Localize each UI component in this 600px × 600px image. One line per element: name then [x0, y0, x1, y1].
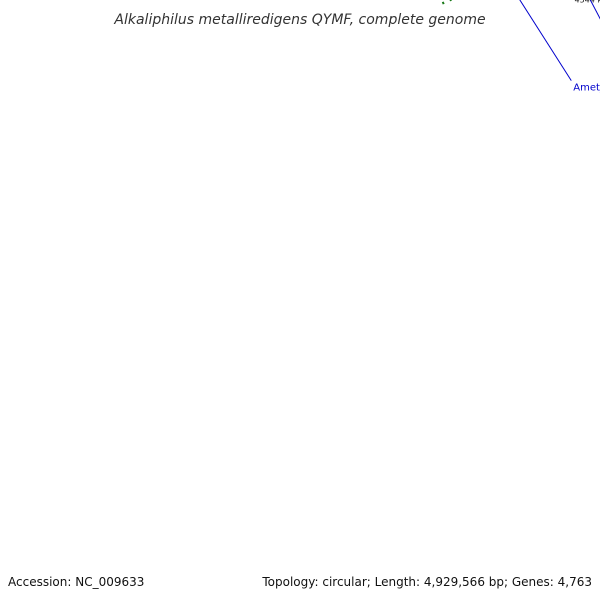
accession-label: Accession: NC_009633 — [8, 575, 144, 589]
gene-label-connector — [519, 0, 572, 81]
scale-labels: 4544 kbp4545 kbp4546 kbp4547 kbp4548 kbp… — [575, 0, 600, 5]
gene-label[interactable]: Amet_4426 — [573, 83, 600, 94]
tick-tracks — [441, 0, 454, 5]
genome-summary: Topology: circular; Length: 4,929,566 bp… — [261, 575, 592, 589]
gene-labels: Amet_4426Amet_4427Amet_4428Amet_4429Amet… — [519, 0, 600, 94]
scale-label: 4544 kbp — [575, 0, 600, 5]
map-title: Alkaliphilus metalliredigens QYMF, compl… — [113, 12, 485, 28]
